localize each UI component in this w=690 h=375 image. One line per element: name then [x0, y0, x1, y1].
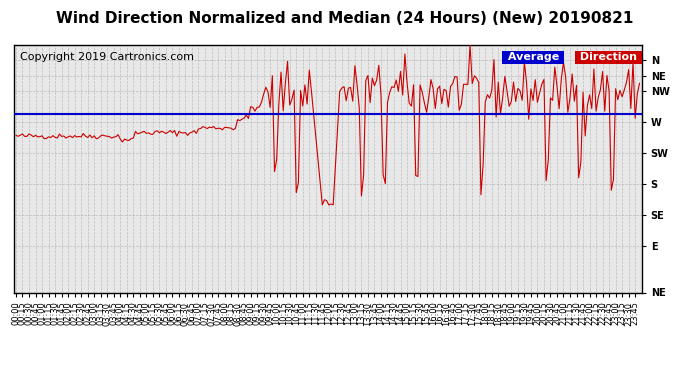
Text: Direction: Direction: [575, 53, 640, 62]
Text: Average: Average: [504, 53, 562, 62]
Text: Copyright 2019 Cartronics.com: Copyright 2019 Cartronics.com: [20, 53, 194, 62]
Text: Wind Direction Normalized and Median (24 Hours) (New) 20190821: Wind Direction Normalized and Median (24…: [57, 11, 633, 26]
